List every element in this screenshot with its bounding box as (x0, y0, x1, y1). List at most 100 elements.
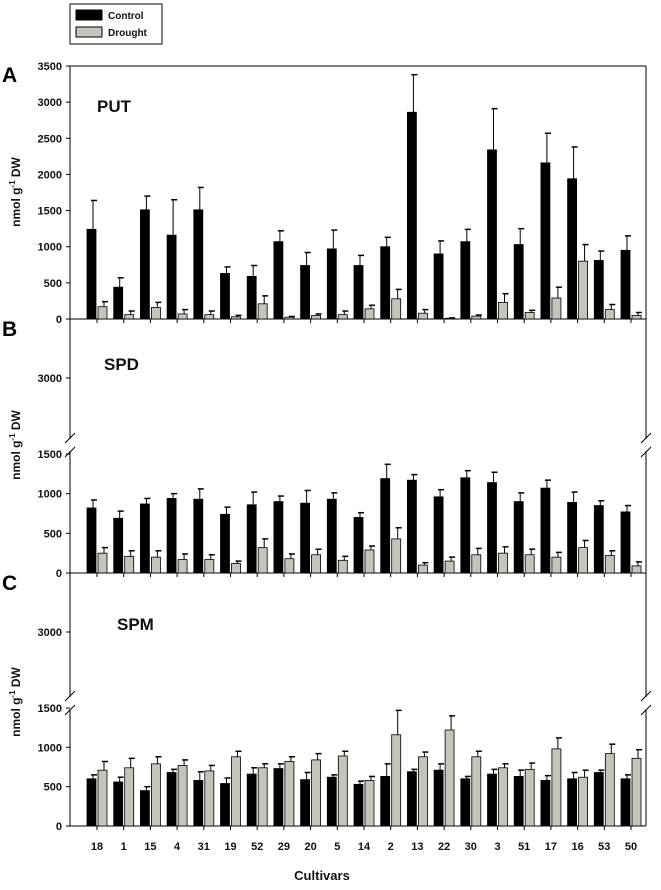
bar-drought-a (417, 312, 428, 320)
axis-break-mark-b (640, 432, 652, 444)
bar-drought-b (444, 560, 455, 574)
bar-control-a (273, 241, 284, 320)
bar-drought-b (257, 547, 268, 574)
x-tick-label: 29 (278, 841, 290, 853)
bar-drought-b (417, 564, 428, 574)
bar-drought-a (604, 309, 615, 320)
bar-drought-b (578, 547, 588, 574)
y-tick-label-b: 1500 (38, 449, 62, 461)
y-tick-label-a: 3500 (38, 61, 62, 73)
bar-control-c (513, 776, 524, 827)
bar-control-b (487, 482, 497, 574)
bar-drought-b (311, 554, 322, 574)
bar-drought-b (177, 559, 188, 574)
bar-drought-b (471, 554, 482, 574)
bar-drought-c (498, 767, 508, 827)
bar-control-b (300, 502, 311, 574)
bar-control-b (193, 498, 204, 574)
y-tick-label-a: 2000 (38, 169, 62, 181)
y-tick-label-b: 500 (44, 528, 62, 540)
legend-swatch-drought (75, 26, 103, 38)
bar-drought-a (524, 312, 535, 320)
x-tick-label: 53 (598, 841, 610, 853)
y-tick-label-a: 2500 (38, 133, 62, 145)
x-tick-label: 4 (174, 841, 181, 853)
y-tick-label-a: 1000 (38, 242, 62, 254)
bar-control-c (620, 778, 631, 827)
y-tick-label-c: 1500 (38, 703, 62, 715)
bar-control-a (460, 241, 471, 320)
bar-drought-c (391, 734, 402, 827)
x-tick-label: 30 (465, 841, 477, 853)
x-axis-label: Cultivars (294, 868, 350, 883)
bar-control-c (406, 771, 417, 827)
bar-control-c (193, 779, 204, 827)
bar-control-a (620, 249, 631, 320)
bar-control-a (86, 228, 97, 320)
bar-drought-b (604, 555, 615, 574)
bar-drought-a (364, 308, 375, 320)
bar-drought-c (444, 729, 455, 827)
bar-drought-c (311, 759, 322, 827)
x-tick-label: 15 (144, 841, 156, 853)
y-tick-label-b: 3000 (38, 373, 62, 385)
panel-letter-b: B (2, 318, 17, 341)
bar-drought-c (551, 748, 562, 827)
panel-title-put: PUT (97, 97, 132, 116)
x-tick-label: 13 (411, 841, 423, 853)
bar-drought-a (391, 298, 402, 320)
bar-control-b (273, 501, 284, 574)
panel-letter-a: A (2, 64, 17, 87)
x-tick-label: 20 (304, 841, 316, 853)
x-tick-label: 22 (438, 841, 450, 853)
bar-drought-b (391, 538, 402, 574)
bar-drought-a (498, 301, 508, 320)
bar-control-b (433, 496, 444, 574)
bar-control-b (540, 487, 551, 574)
bar-drought-b (97, 552, 108, 574)
y-tick-label-b: 1000 (38, 489, 62, 501)
bar-control-c (460, 778, 471, 827)
bar-drought-b (524, 554, 535, 574)
bar-drought-a (204, 314, 215, 320)
x-tick-label: 17 (545, 841, 557, 853)
bar-drought-a (337, 314, 348, 320)
bar-control-b (620, 511, 631, 574)
bar-control-c (113, 781, 124, 827)
bar-control-b (406, 479, 417, 574)
bar-drought-a (284, 316, 295, 320)
x-tick-label: 31 (198, 841, 210, 853)
bar-drought-c (97, 769, 108, 827)
bar-drought-c (231, 756, 241, 827)
bar-drought-c (337, 755, 348, 827)
y-tick-label-c: 3000 (38, 627, 62, 639)
bar-drought-c (257, 767, 268, 827)
bar-control-b (380, 478, 391, 574)
bar-drought-a (177, 313, 188, 320)
y-tick-label-b: 0 (56, 568, 62, 580)
bar-control-c (273, 768, 284, 827)
panel-title-spd: SPD (104, 355, 139, 374)
y-tick-label-a: 500 (44, 278, 62, 290)
bar-control-a (300, 265, 311, 320)
bar-control-a (193, 209, 204, 320)
y-tick-label-a: 0 (56, 314, 62, 326)
bar-control-c (567, 778, 577, 827)
y-axis-label-b: nmol g-1 DW (8, 409, 23, 479)
bar-drought-b (551, 556, 562, 574)
bar-control-b (113, 517, 124, 574)
legend: Control Drought (69, 3, 163, 45)
legend-label-drought: Drought (108, 28, 148, 39)
bar-drought-a (257, 303, 268, 320)
bar-drought-b (498, 552, 508, 574)
bar-control-c (139, 790, 150, 827)
bar-drought-a (311, 314, 322, 320)
x-tick-label: 1 (121, 841, 127, 853)
x-tick-label: 19 (224, 841, 236, 853)
bar-control-b (246, 504, 257, 574)
bar-control-a (433, 253, 444, 320)
bar-control-a (513, 244, 524, 320)
bar-control-a (139, 209, 150, 320)
bar-drought-c (124, 767, 135, 827)
bar-control-c (300, 779, 311, 827)
